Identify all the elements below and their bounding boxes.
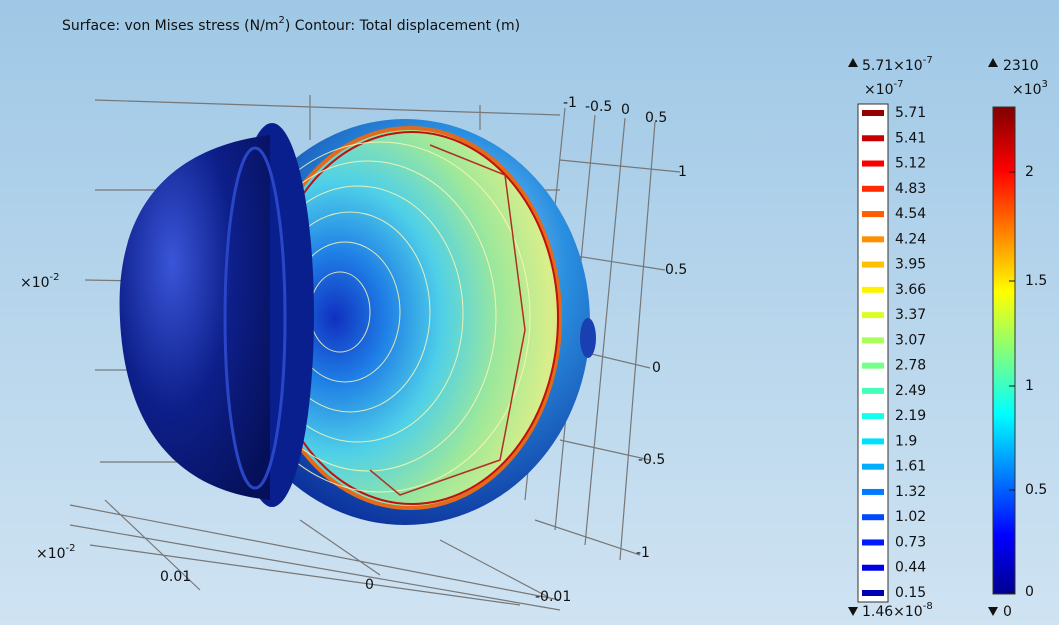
contour-swatch <box>862 590 884 596</box>
axis-scale-label-exponent: -2 <box>66 543 76 554</box>
contour-swatch <box>862 413 884 419</box>
contour-level-label: 4.54 <box>895 206 926 222</box>
axis-tick-label: 0 <box>365 577 374 593</box>
title-text: ) Contour: Total displacement (m) <box>285 18 520 34</box>
model <box>120 119 596 525</box>
axis-tick-label: 0.01 <box>160 569 191 585</box>
contour-swatch <box>862 363 884 369</box>
surface-multiplier-exponent: 3 <box>1042 79 1048 90</box>
axis-tick-label: -1 <box>636 545 650 561</box>
contour-level-label: 1.61 <box>895 459 926 475</box>
contour-level-label: 3.07 <box>895 332 926 348</box>
axis-tick-label: 1 <box>678 164 687 180</box>
contour-swatch <box>862 438 884 444</box>
axis-tick-label: -0.01 <box>535 589 571 605</box>
contour-level-label: 0.73 <box>895 534 926 550</box>
contour-swatch <box>862 110 884 116</box>
contour-level-label: 1.9 <box>895 433 917 449</box>
axis-scale-label-base: ×10 <box>20 275 50 291</box>
surface-colorbar <box>993 107 1015 594</box>
axis-scale-label-base: ×10 <box>36 546 66 562</box>
contour-swatch <box>862 565 884 571</box>
contour-level-label: 5.71 <box>895 105 926 121</box>
surface-max: 2310 <box>1003 58 1039 74</box>
contour-swatch <box>862 287 884 293</box>
axis-tick-label: -0.5 <box>638 452 665 468</box>
colorbar-tick-label: 2 <box>1025 164 1034 180</box>
contour-min-exponent: -8 <box>923 601 933 612</box>
viewport: Surface: von Mises stress (N/m 2 ) Contour… <box>0 0 1059 625</box>
contour-legend-box <box>858 104 888 602</box>
contour-swatch <box>862 489 884 495</box>
axis-scale-label-exponent: -2 <box>50 272 60 283</box>
contour-level-label: 1.02 <box>895 509 926 525</box>
colorbar-tick-label: 1 <box>1025 378 1034 394</box>
contour-level-label: 2.19 <box>895 408 926 424</box>
contour-min-base: 1.46×10 <box>862 604 923 620</box>
contour-level-label: 3.37 <box>895 307 926 323</box>
contour-level-label: 1.32 <box>895 484 926 500</box>
colorbar-tick-label: 0.5 <box>1025 482 1047 498</box>
colorbar-tick-label: 0 <box>1025 584 1034 600</box>
contour-level-label: 4.83 <box>895 181 926 197</box>
contour-min: 1.46×10-8 <box>862 601 933 620</box>
contour-swatch <box>862 312 884 318</box>
contour-swatch <box>862 464 884 470</box>
contour-level-label: 2.78 <box>895 358 926 374</box>
contour-level-label: 4.24 <box>895 231 926 247</box>
contour-max-exponent: -7 <box>923 55 933 66</box>
axis-tick-label: 0 <box>621 102 630 118</box>
axis-tick-label: 0.5 <box>645 110 667 126</box>
contour-level-label: 5.41 <box>895 130 926 146</box>
surface-min: 0 <box>1003 604 1012 620</box>
contour-swatch <box>862 539 884 545</box>
contour-max-base: 5.71×10 <box>862 58 923 74</box>
contour-swatch <box>862 135 884 141</box>
contour-level-label: 0.44 <box>895 560 926 576</box>
surface-multiplier-base: ×10 <box>1012 82 1042 98</box>
axis-tick-label: -1 <box>563 95 577 111</box>
plot-title: Surface: von Mises stress (N/m2) Contour… <box>62 15 520 34</box>
contour-swatch <box>862 262 884 268</box>
contour-multiplier-exponent: -7 <box>894 79 904 90</box>
contour-swatch <box>862 161 884 167</box>
axis-tick-label: 0.5 <box>665 262 687 278</box>
contour-swatch <box>862 211 884 217</box>
contour-multiplier-base: ×10 <box>864 82 894 98</box>
title-text: Surface: von Mises stress (N/m <box>62 18 278 34</box>
contour-swatch <box>862 337 884 343</box>
axis-tick-label: 0 <box>652 360 661 376</box>
contour-max: 5.71×10-7 <box>862 55 933 74</box>
contour-level-label: 5.12 <box>895 156 926 172</box>
contour-swatch <box>862 186 884 192</box>
colorbar-tick-label: 1.5 <box>1025 273 1047 289</box>
contour-swatch <box>862 236 884 242</box>
contour-level-label: 2.49 <box>895 383 926 399</box>
contour-level-label: 3.95 <box>895 257 926 273</box>
contour-level-label: 0.15 <box>895 585 926 601</box>
contour-swatch <box>862 514 884 520</box>
contour-level-label: 3.66 <box>895 282 926 298</box>
axis-tick-label: -0.5 <box>585 99 612 115</box>
contour-swatch <box>862 388 884 394</box>
